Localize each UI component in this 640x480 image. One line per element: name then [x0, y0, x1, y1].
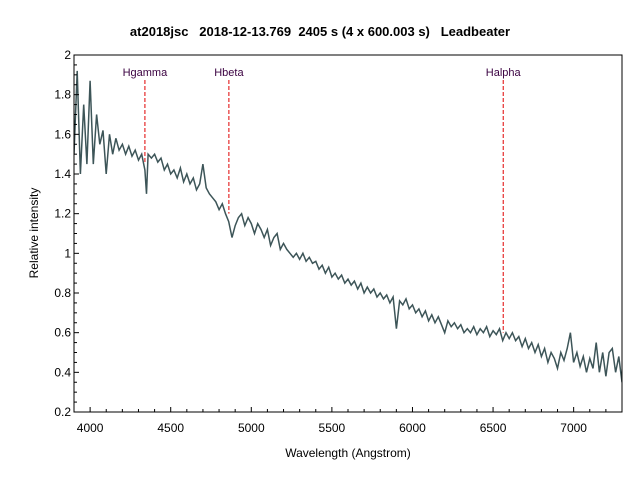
y-tick-label: 1.2	[54, 207, 71, 221]
reference-label-halpha: Halpha	[486, 67, 522, 79]
y-tick-label: 0.4	[54, 365, 71, 379]
chart-title: at2018jsc 2018-12-13.769 2405 s (4 x 600…	[129, 24, 511, 39]
plot-frame	[73, 54, 623, 413]
x-tick-label: 5000	[238, 421, 265, 435]
y-tick-label: 1	[64, 246, 71, 260]
y-tick-label: 1.8	[54, 88, 71, 102]
x-tick-label: 7000	[560, 421, 587, 435]
x-tick-label: 6500	[480, 421, 507, 435]
y-tick-label: 1.6	[54, 127, 71, 141]
y-tick-label: 0.2	[54, 405, 71, 419]
spectrum-line	[74, 70, 622, 383]
y-axis-label: Relative intensity	[27, 188, 41, 279]
x-axis-label: Wavelength (Angstrom)	[285, 446, 411, 460]
x-tick-label: 4500	[157, 421, 184, 435]
reference-label-hgamma: Hgamma	[123, 67, 169, 79]
y-tick-label: 1.4	[54, 167, 71, 181]
x-tick-label: 5500	[319, 421, 346, 435]
y-tick-label: 0.8	[54, 286, 71, 300]
x-tick-label: 6000	[399, 421, 426, 435]
y-tick-label: 2	[64, 48, 71, 62]
reference-label-hbeta: Hbeta	[214, 67, 244, 79]
x-tick-label: 4000	[77, 421, 104, 435]
y-tick-label: 0.6	[54, 326, 71, 340]
